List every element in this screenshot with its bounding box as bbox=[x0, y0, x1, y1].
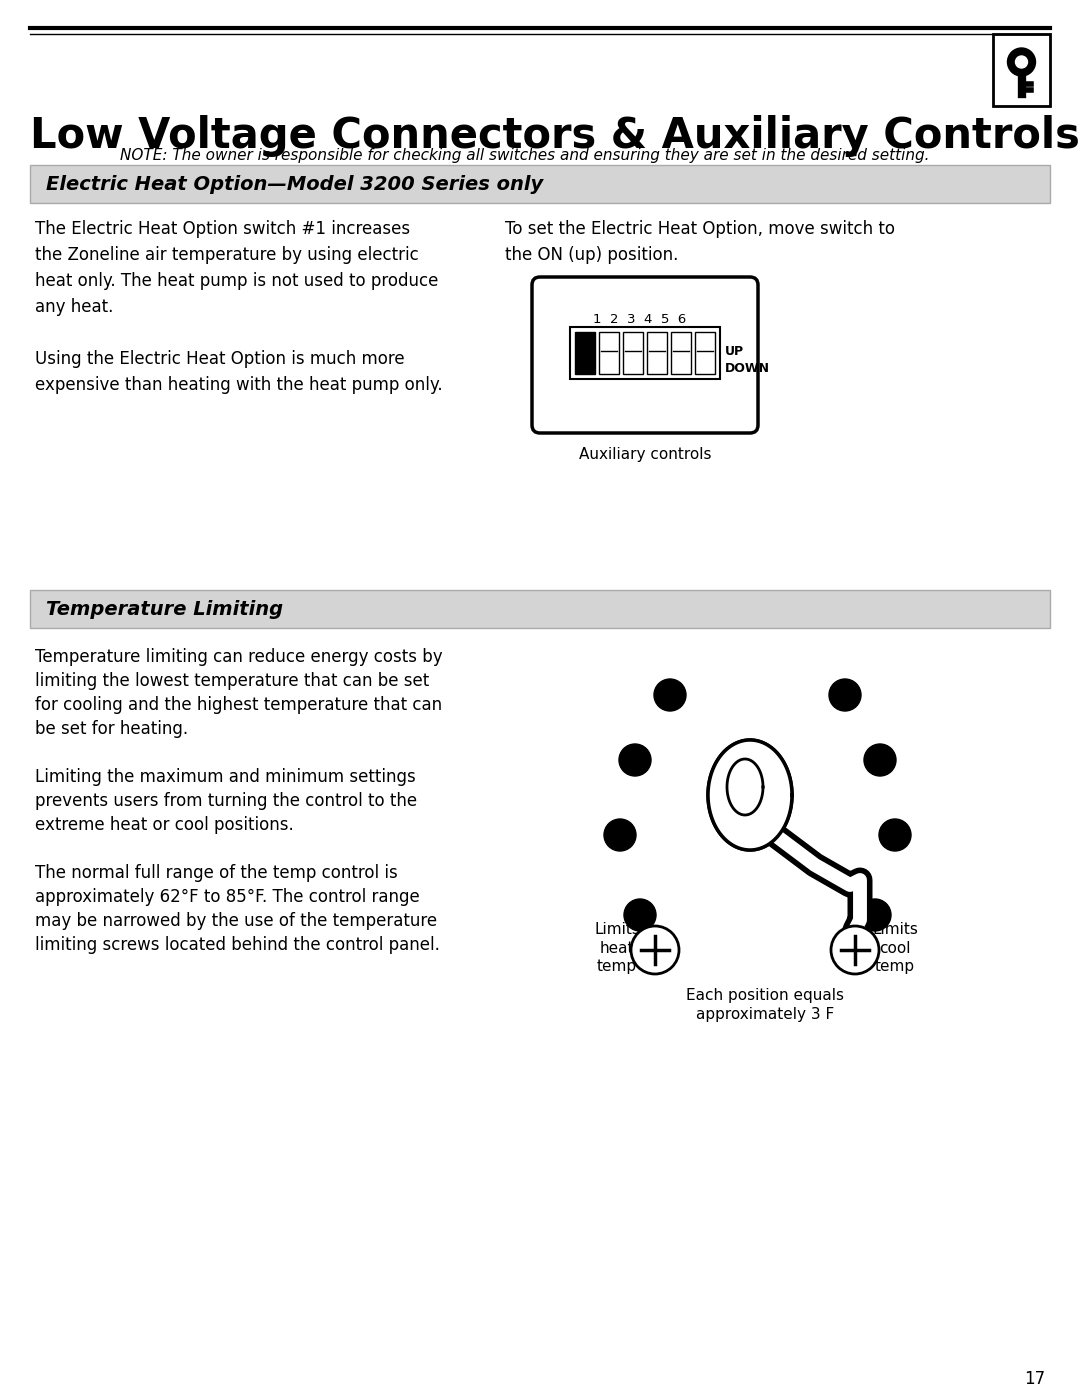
Text: any heat.: any heat. bbox=[35, 298, 113, 316]
Circle shape bbox=[879, 819, 912, 851]
Text: prevents users from turning the control to the: prevents users from turning the control … bbox=[35, 792, 417, 810]
Text: Limits
heat
temp: Limits heat temp bbox=[594, 922, 640, 974]
Text: the ON (up) position.: the ON (up) position. bbox=[505, 246, 678, 264]
Text: Low Voltage Connectors & Auxiliary Controls: Low Voltage Connectors & Auxiliary Contr… bbox=[30, 115, 1080, 156]
Text: The Electric Heat Option switch #1 increases: The Electric Heat Option switch #1 incre… bbox=[35, 219, 410, 237]
Text: for cooling and the highest temperature that can: for cooling and the highest temperature … bbox=[35, 696, 442, 714]
Bar bbox=[575, 332, 595, 374]
Text: limiting the lowest temperature that can be set: limiting the lowest temperature that can… bbox=[35, 672, 429, 690]
Text: To set the Electric Heat Option, move switch to: To set the Electric Heat Option, move sw… bbox=[505, 219, 895, 237]
Polygon shape bbox=[708, 740, 792, 849]
Text: 17: 17 bbox=[1024, 1370, 1045, 1389]
Text: may be narrowed by the use of the temperature: may be narrowed by the use of the temper… bbox=[35, 912, 437, 930]
Text: extreme heat or cool positions.: extreme heat or cool positions. bbox=[35, 816, 294, 834]
Bar bbox=[647, 332, 667, 374]
Text: expensive than heating with the heat pump only.: expensive than heating with the heat pum… bbox=[35, 376, 443, 394]
Text: the Zoneline air temperature by using electric: the Zoneline air temperature by using el… bbox=[35, 246, 419, 264]
Text: Electric Heat Option—Model 3200 Series only: Electric Heat Option—Model 3200 Series o… bbox=[46, 175, 543, 194]
Circle shape bbox=[631, 926, 679, 974]
Text: heat only. The heat pump is not used to produce: heat only. The heat pump is not used to … bbox=[35, 272, 438, 291]
Text: approximately 62°F to 85°F. The control range: approximately 62°F to 85°F. The control … bbox=[35, 888, 420, 907]
Circle shape bbox=[859, 900, 891, 930]
Polygon shape bbox=[727, 759, 762, 814]
Text: Temperature Limiting: Temperature Limiting bbox=[46, 599, 283, 619]
Text: be set for heating.: be set for heating. bbox=[35, 719, 188, 738]
Text: Using the Electric Heat Option is much more: Using the Electric Heat Option is much m… bbox=[35, 351, 405, 367]
Text: DOWN: DOWN bbox=[725, 362, 770, 374]
Text: Temperature limiting can reduce energy costs by: Temperature limiting can reduce energy c… bbox=[35, 648, 443, 666]
Text: NOTE: The owner is responsible for checking all switches and ensuring they are s: NOTE: The owner is responsible for check… bbox=[120, 148, 930, 163]
Circle shape bbox=[1008, 47, 1036, 75]
Bar bbox=[599, 332, 619, 374]
Bar bbox=[993, 34, 1050, 106]
Bar bbox=[570, 327, 720, 379]
Text: Limiting the maximum and minimum settings: Limiting the maximum and minimum setting… bbox=[35, 768, 416, 787]
Circle shape bbox=[654, 679, 686, 711]
Bar bbox=[623, 332, 643, 374]
Circle shape bbox=[864, 745, 896, 775]
Bar bbox=[30, 590, 1050, 629]
Text: The normal full range of the temp control is: The normal full range of the temp contro… bbox=[35, 863, 397, 882]
Text: Limits
cool
temp: Limits cool temp bbox=[872, 922, 918, 974]
Text: 1  2  3  4  5  6: 1 2 3 4 5 6 bbox=[593, 313, 686, 326]
Circle shape bbox=[619, 745, 651, 775]
Polygon shape bbox=[727, 759, 762, 814]
Circle shape bbox=[624, 900, 656, 930]
Text: UP: UP bbox=[725, 345, 744, 358]
Circle shape bbox=[831, 926, 879, 974]
Polygon shape bbox=[708, 740, 792, 849]
Circle shape bbox=[1015, 56, 1027, 68]
Text: limiting screws located behind the control panel.: limiting screws located behind the contr… bbox=[35, 936, 440, 954]
Bar bbox=[671, 332, 691, 374]
Text: Auxiliary controls: Auxiliary controls bbox=[579, 447, 712, 462]
FancyBboxPatch shape bbox=[532, 277, 758, 433]
Text: Each position equals
approximately 3 F: Each position equals approximately 3 F bbox=[686, 988, 843, 1021]
Circle shape bbox=[604, 819, 636, 851]
Bar bbox=[30, 165, 1050, 203]
Circle shape bbox=[829, 679, 861, 711]
Bar bbox=[696, 332, 715, 374]
